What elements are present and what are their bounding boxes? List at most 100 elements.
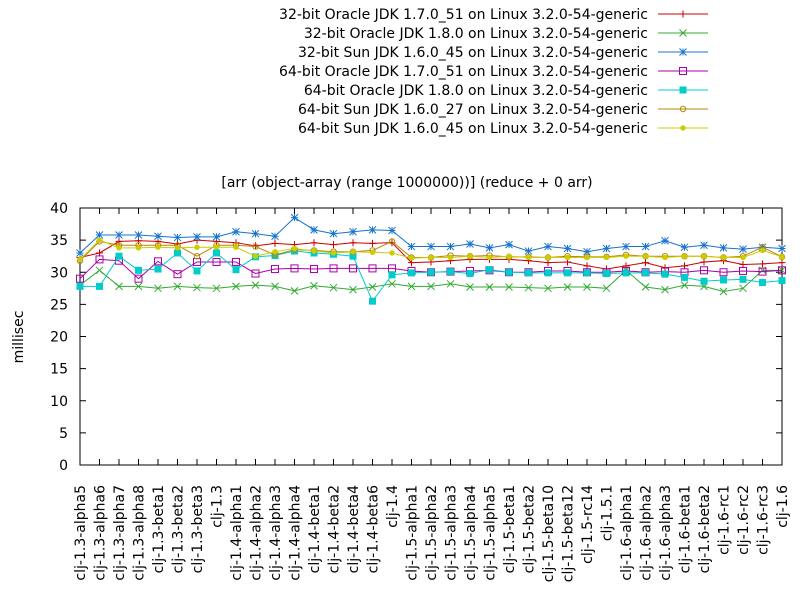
data-point (661, 236, 669, 245)
data-point (467, 253, 473, 259)
data-point (700, 258, 708, 266)
data-point (115, 231, 123, 239)
data-point (563, 244, 572, 253)
data-point (584, 254, 590, 261)
data-point (311, 248, 317, 254)
legend-marker (679, 105, 687, 113)
x-tick-label: clj-1.5-beta2 (522, 485, 538, 573)
data-point (95, 255, 104, 264)
data-point (778, 259, 786, 267)
series-3 (76, 213, 786, 257)
data-point (505, 283, 513, 291)
data-point (213, 249, 220, 257)
x-tick-label: clj-1.4-alpha4 (288, 485, 304, 581)
data-point (681, 262, 688, 270)
data-point (623, 253, 629, 259)
data-point (427, 282, 435, 291)
x-tick-label: clj-1.5-beta10 (541, 485, 557, 582)
data-point (583, 283, 591, 291)
x-tick-label: clj-1.5.1 (600, 485, 616, 541)
data-point (583, 269, 591, 277)
x-tick-label: clj-1.6-beta2 (697, 485, 713, 573)
data-point (193, 233, 201, 241)
data-point (641, 242, 650, 251)
legend-label: 64-bit Sun JDK 1.6.0_27 on Linux 3.2.0-5… (298, 102, 648, 118)
legend-marker (679, 10, 687, 18)
data-point (506, 253, 512, 259)
data-point (427, 242, 435, 251)
data-point (505, 268, 513, 276)
data-point (134, 282, 143, 291)
data-point (388, 238, 396, 245)
data-point (350, 248, 356, 255)
x-tick-label: clj-1.6-rc2 (736, 485, 752, 555)
x-tick-label: clj-1.4-alpha3 (268, 485, 284, 581)
x-tick-label: clj-1.5-rc14 (580, 485, 596, 564)
data-point (583, 247, 591, 256)
data-point (155, 244, 161, 250)
legend-label: 32-bit Sun JDK 1.6.0_45 on Linux 3.2.0-5… (298, 45, 648, 61)
x-tick-label: clj-1.6-rc1 (717, 485, 733, 555)
data-point (115, 237, 123, 245)
data-point (719, 243, 728, 252)
data-point (622, 269, 630, 277)
legend-label: 64-bit Sun JDK 1.6.0_45 on Linux 3.2.0-5… (298, 121, 648, 137)
data-point (388, 279, 396, 288)
data-point (116, 245, 122, 251)
data-point (271, 282, 279, 291)
data-point (232, 282, 240, 291)
data-point (310, 239, 318, 247)
data-point (193, 283, 201, 292)
data-point (173, 270, 182, 279)
data-point (642, 259, 649, 267)
x-tick-label: clj-1.5-alpha3 (444, 485, 460, 581)
data-point (290, 213, 299, 222)
data-point (740, 254, 746, 261)
data-point (485, 283, 494, 291)
data-point (212, 257, 221, 266)
data-point (759, 279, 766, 287)
data-point (388, 271, 396, 279)
data-point (681, 253, 688, 259)
data-point (505, 240, 513, 249)
x-tick-label: clj-1.4-beta1 (307, 485, 323, 573)
data-point (446, 242, 455, 251)
data-point (173, 233, 182, 242)
y-tick-label: 5 (59, 426, 68, 442)
x-tick-label: clj-1.5-alpha1 (405, 485, 421, 581)
data-point (778, 277, 786, 285)
data-point (544, 269, 552, 277)
x-tick-label: clj-1.3-alpha6 (93, 485, 109, 581)
data-point (545, 254, 551, 261)
data-point (96, 282, 103, 290)
x-tick-label: clj-1.6 (775, 485, 791, 528)
data-point (329, 264, 338, 273)
data-point (739, 275, 747, 283)
y-tick-label: 35 (50, 233, 68, 249)
data-point (525, 269, 532, 277)
data-point (700, 266, 708, 275)
data-point (135, 266, 142, 274)
data-point (778, 266, 786, 275)
data-point (642, 253, 649, 259)
data-point (759, 260, 766, 268)
data-point (719, 287, 728, 296)
data-point (174, 245, 181, 251)
data-point (369, 297, 376, 305)
data-point (602, 244, 611, 253)
data-point (115, 282, 123, 291)
y-tick-label: 15 (50, 362, 68, 378)
data-point (388, 226, 396, 235)
data-point (135, 245, 142, 251)
x-tick-label: clj-1.5-beta1 (502, 485, 518, 573)
data-point (661, 270, 669, 278)
x-tick-label: clj-1.5-alpha5 (483, 485, 499, 581)
data-point (76, 274, 84, 283)
data-point (603, 254, 610, 261)
data-point (194, 244, 200, 250)
data-point (329, 283, 338, 292)
data-point (310, 265, 318, 274)
data-point (271, 252, 279, 260)
data-point (700, 241, 708, 250)
